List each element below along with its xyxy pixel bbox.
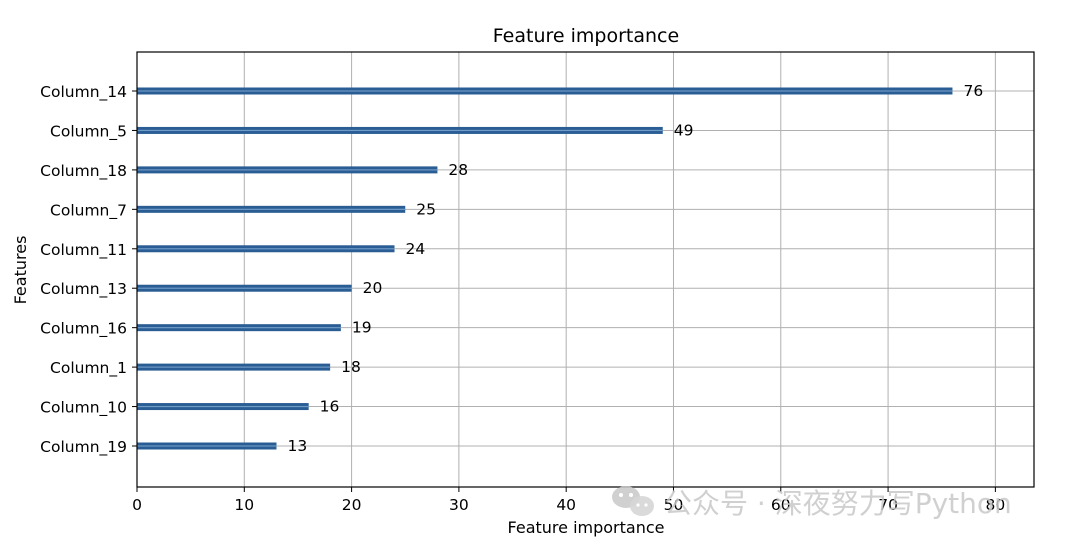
bar-data-label: 24 xyxy=(406,240,426,258)
bar-data-label: 19 xyxy=(352,319,372,337)
chart-title: Feature importance xyxy=(493,25,679,47)
bar-highlight xyxy=(137,169,438,171)
y-tick-label: Column_5 xyxy=(50,122,127,141)
bar-data-label: 25 xyxy=(416,200,436,218)
bar-data-label: 28 xyxy=(448,161,468,179)
x-tick-label: 40 xyxy=(556,496,576,514)
watermark-text: 公众号 · 深夜努力写Python xyxy=(664,487,1012,520)
grid-lines xyxy=(136,52,1034,487)
x-tick-label: 70 xyxy=(878,496,898,514)
bar-highlight xyxy=(137,366,331,368)
bar-highlight xyxy=(137,405,309,408)
x-tick-label: 80 xyxy=(986,496,1006,514)
wechat-icon xyxy=(612,486,654,516)
y-tick-label: Column_19 xyxy=(40,438,127,457)
y-tick-label: Column_14 xyxy=(40,83,127,102)
y-tick-label: Column_13 xyxy=(40,280,127,299)
y-tick-label: Column_16 xyxy=(40,320,127,339)
x-tick-label: 0 xyxy=(132,496,142,514)
bar-highlight xyxy=(137,445,277,447)
bar-data-label: 76 xyxy=(963,82,983,100)
y-axis-label: Features xyxy=(11,236,30,305)
y-tick-label: Column_11 xyxy=(40,241,127,260)
bar-highlight xyxy=(137,248,395,250)
labels: 0 10 20 30 40 50 60 70 80 Column_14 76 Column_5 49 Co… xyxy=(40,82,1005,514)
bar-highlight xyxy=(137,208,406,210)
watermark: 公众号 · 深夜努力写Python xyxy=(612,486,1012,520)
x-tick-label: 50 xyxy=(664,496,684,514)
bar-data-label: 49 xyxy=(674,121,694,139)
x-tick-label: 10 xyxy=(234,496,254,514)
bar-data-label: 20 xyxy=(363,279,383,297)
bar-highlight xyxy=(137,327,341,329)
ticks xyxy=(132,90,996,492)
y-tick-label: Column_7 xyxy=(50,201,127,220)
bar-data-label: 13 xyxy=(287,437,307,455)
y-tick-label: Column_18 xyxy=(40,162,127,181)
plot-frame xyxy=(136,51,1035,488)
bar-highlight xyxy=(137,129,663,132)
bar-highlight xyxy=(137,287,352,289)
y-tick-label: Column_10 xyxy=(40,399,127,418)
y-tick-label: Column_1 xyxy=(50,359,127,378)
x-tick-label: 60 xyxy=(771,496,791,514)
bar-highlight xyxy=(137,90,953,92)
x-axis-label: Feature importance xyxy=(508,518,665,537)
x-tick-label: 20 xyxy=(342,496,362,514)
x-tick-label: 30 xyxy=(449,496,469,514)
bar-data-label: 16 xyxy=(320,398,340,416)
bar-data-label: 18 xyxy=(341,358,361,376)
bars xyxy=(137,87,953,450)
